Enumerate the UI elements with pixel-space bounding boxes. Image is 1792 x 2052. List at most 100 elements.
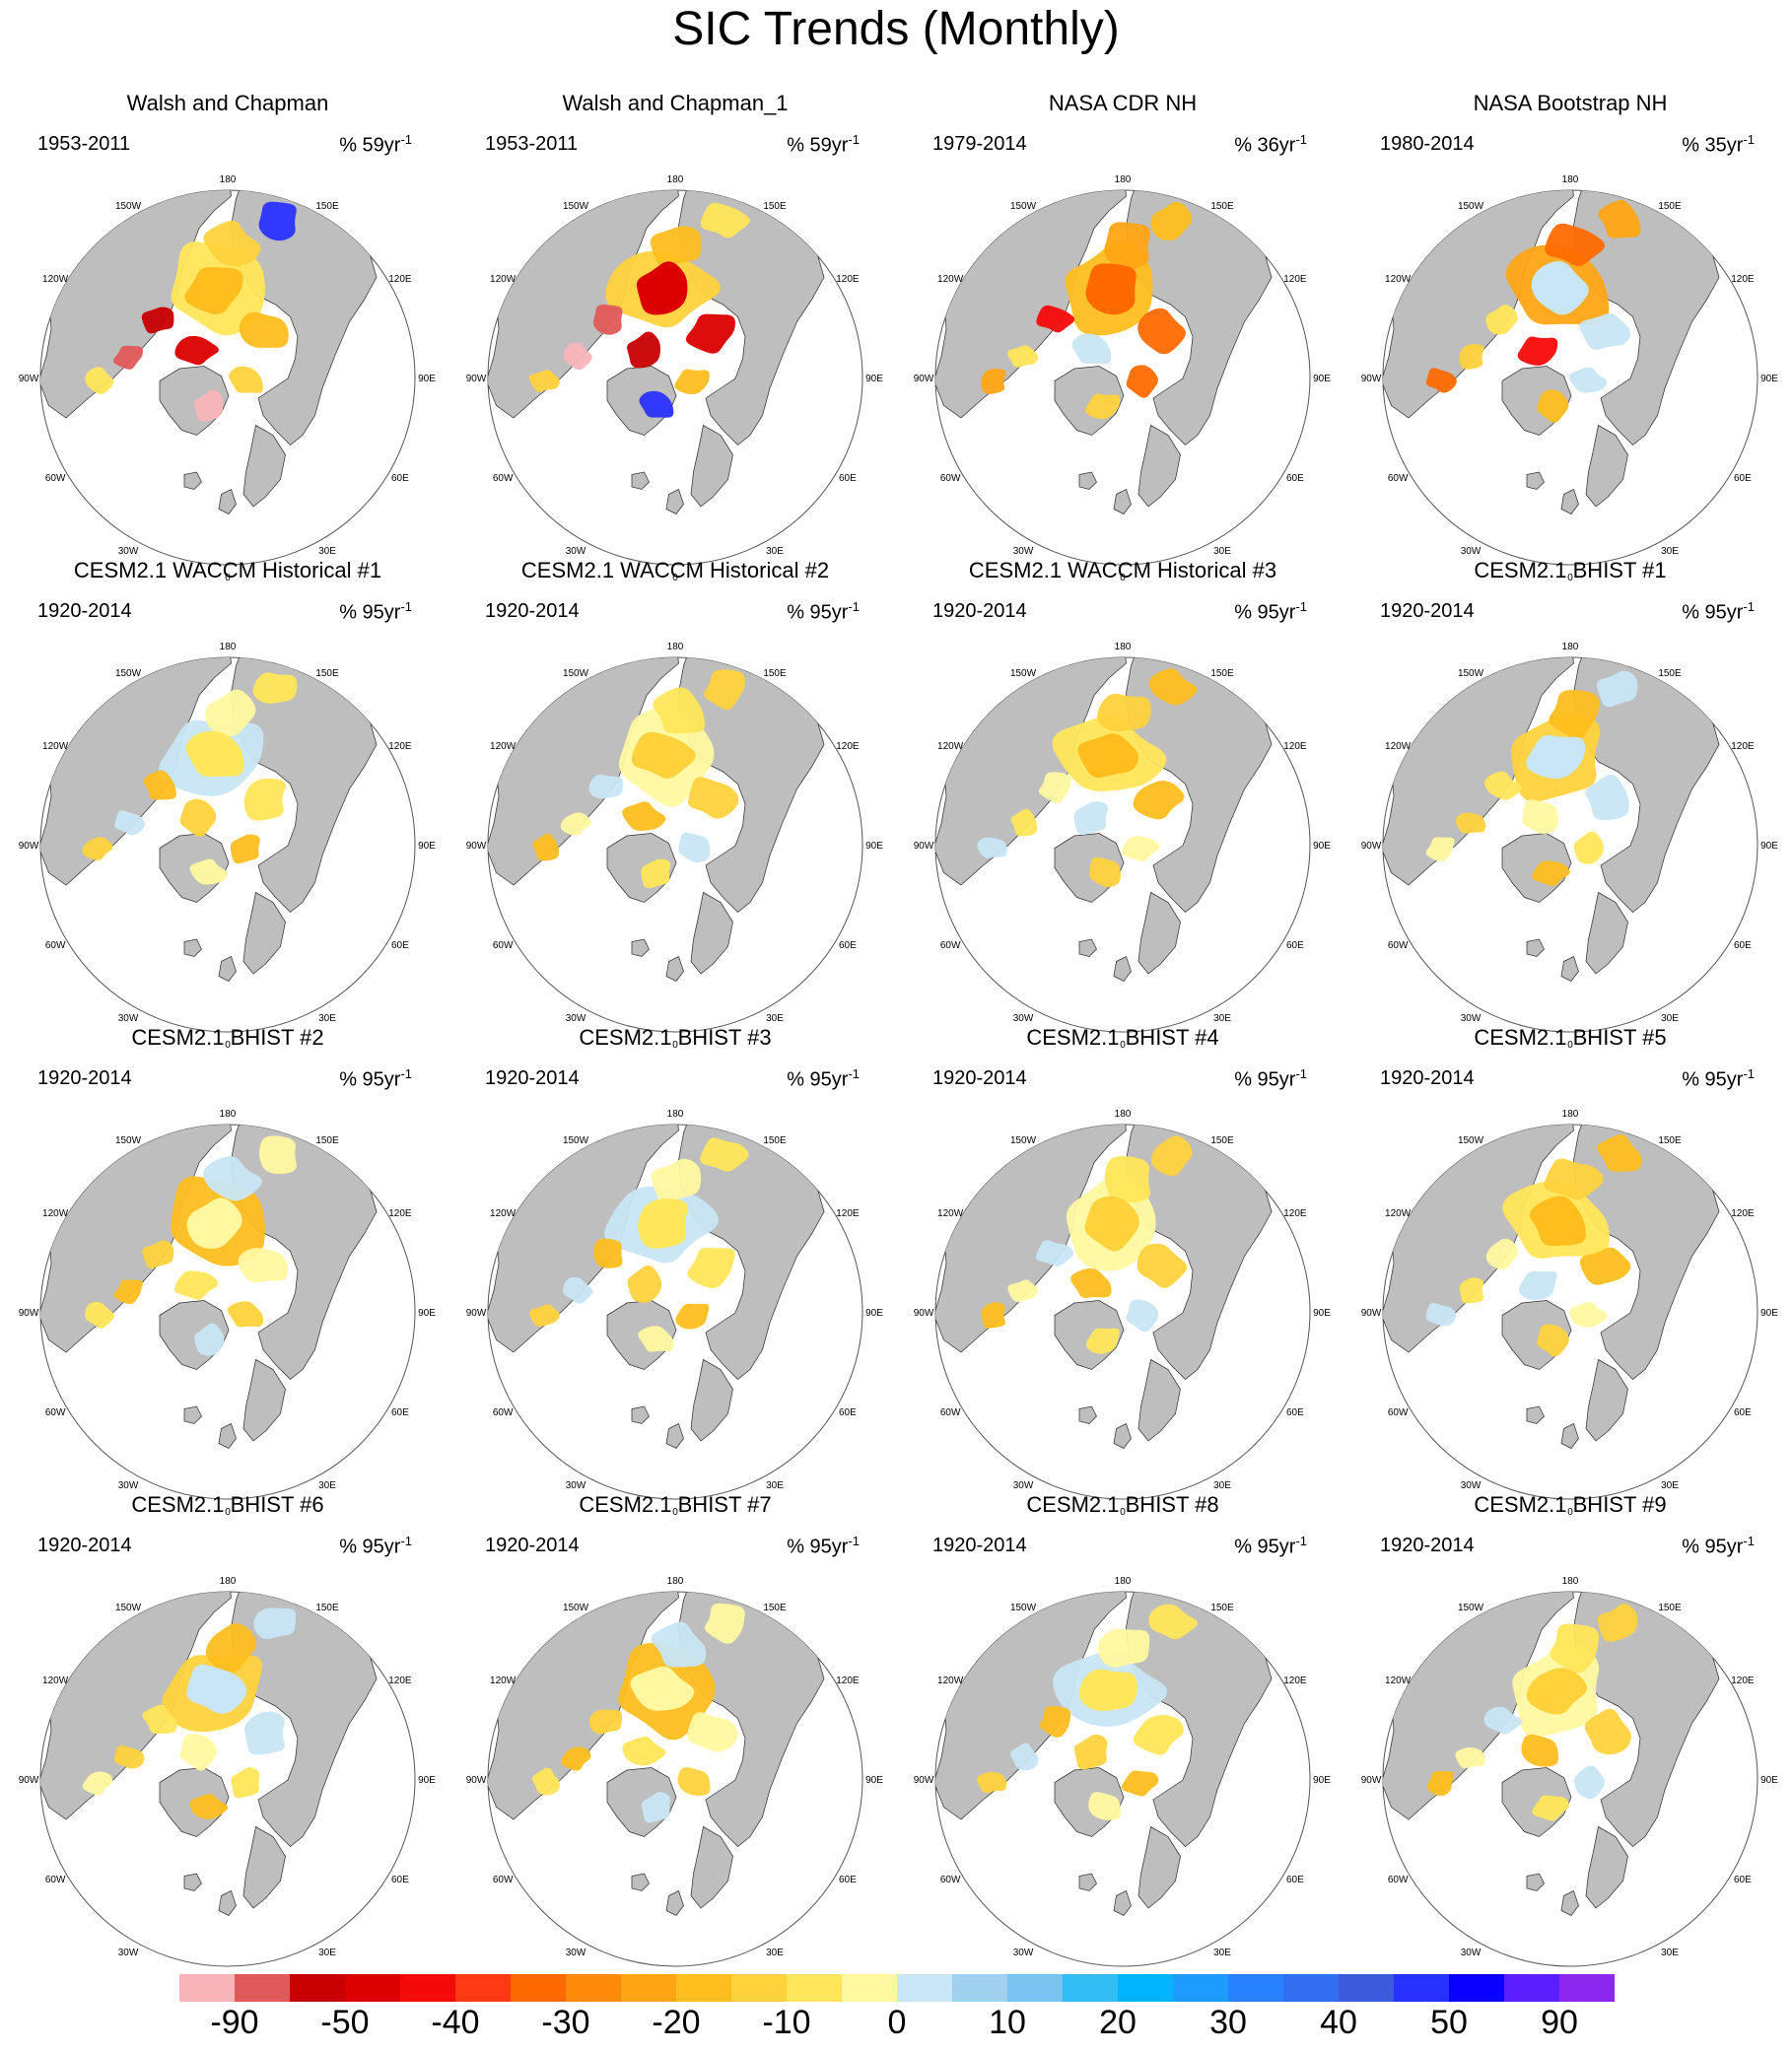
longitude-label: 90E <box>1760 841 1778 852</box>
panel-years: 1920-2014 <box>932 1067 1027 1089</box>
panel-units: % 95yr-1 <box>1682 1530 1755 1559</box>
map-panel: CESM2.1 BHIST #5 180 150E 120E 90E 60E 30E 0 30W… <box>1358 1025 1782 1518</box>
panel-years: 1920-2014 <box>485 1067 580 1089</box>
longitude-label: 150E <box>763 668 787 679</box>
land-mass <box>631 1405 650 1424</box>
sic-trend-region <box>593 1238 623 1268</box>
longitude-label: 150E <box>1210 668 1234 679</box>
longitude-label: 180 <box>1562 1109 1579 1120</box>
sic-trend-region <box>1133 781 1185 820</box>
longitude-label: 30W <box>118 1013 139 1024</box>
land-mass <box>1113 955 1132 982</box>
panel-title: CESM2.1 BHIST #6 <box>131 1492 324 1517</box>
colorbar-swatch <box>1449 1974 1505 2002</box>
sic-trend-region <box>1568 367 1608 393</box>
longitude-label: 60W <box>940 1875 961 1885</box>
sic-trend-region <box>1426 1770 1455 1797</box>
longitude-label: 90E <box>865 374 883 384</box>
sic-trend-region <box>639 390 674 418</box>
panel-units: % 95yr-1 <box>787 1530 860 1559</box>
sic-trend-region <box>1598 200 1641 239</box>
sic-trend-region <box>977 837 1007 858</box>
longitude-label: 120E <box>388 1208 412 1219</box>
sic-trend-region <box>563 342 592 371</box>
sic-trend-region <box>85 367 114 395</box>
sic-trend-region <box>675 1303 710 1330</box>
sic-trend-region <box>592 304 623 335</box>
longitude-label: 30E <box>766 1948 784 1958</box>
sic-trend-region <box>227 1301 264 1328</box>
land-mass <box>1078 471 1097 490</box>
longitude-label: 180 <box>1562 1576 1579 1587</box>
sic-trend-region <box>186 1664 247 1714</box>
longitude-label: 90W <box>914 1775 934 1786</box>
panel-title: CESM2.1 BHIST #5 <box>1474 1025 1667 1050</box>
longitude-label: 60W <box>493 1407 514 1418</box>
sic-trend-region <box>1133 1715 1184 1755</box>
longitude-label: 30W <box>1013 1480 1034 1491</box>
longitude-label: 90E <box>1760 374 1778 384</box>
longitude-label: 120W <box>42 274 69 285</box>
longitude-label: 90W <box>466 1308 487 1319</box>
land-mass <box>242 891 286 975</box>
land-mass <box>1585 891 1628 975</box>
longitude-label: 90W <box>19 1308 39 1319</box>
sic-trend-region <box>1148 668 1198 706</box>
colorbar-swatch <box>787 1974 843 2002</box>
longitude-label: 30W <box>118 546 139 557</box>
sic-trend-region <box>143 770 176 800</box>
colorbar-swatch <box>1173 1974 1229 2002</box>
sic-trend-region <box>528 370 560 392</box>
sic-trend-region <box>84 1301 115 1329</box>
longitude-label: 150W <box>563 201 589 212</box>
longitude-label: 180 <box>220 642 237 652</box>
land-mass <box>665 1889 684 1916</box>
longitude-label: 30E <box>1213 1948 1231 1958</box>
land-mass <box>242 1358 286 1442</box>
longitude-label: 120E <box>388 1676 412 1686</box>
sic-trend-region <box>1425 368 1457 393</box>
longitude-label: 150W <box>563 668 589 679</box>
sic-trend-region <box>1532 860 1570 887</box>
colorbar-swatch <box>1339 1974 1395 2002</box>
land-mass <box>218 1422 237 1449</box>
colorbar-swatch <box>1007 1974 1064 2002</box>
longitude-label: 60W <box>493 473 514 484</box>
sic-trend-region <box>203 1156 263 1201</box>
longitude-label: 60W <box>940 473 961 484</box>
longitude-label: 60W <box>1388 1407 1409 1418</box>
sic-trend-region <box>1521 1734 1559 1767</box>
land-mass <box>1137 1358 1181 1442</box>
panel-years: 1920-2014 <box>1380 1067 1475 1089</box>
sic-trend-region <box>141 307 174 334</box>
sic-trend-region <box>1073 1734 1108 1770</box>
sic-trend-region <box>1425 1302 1457 1327</box>
panel-years: 1920-2014 <box>932 1535 1027 1556</box>
land-mass <box>1526 938 1545 957</box>
longitude-label: 180 <box>1115 1109 1132 1120</box>
panel-units-text: % 95yr <box>1234 1068 1296 1091</box>
longitude-label: 60E <box>839 940 857 951</box>
colorbar-tick-label: -90 <box>210 2004 259 2041</box>
longitude-label: 120W <box>937 741 964 752</box>
panel-years: 1920-2014 <box>1380 1535 1475 1556</box>
longitude-label: 150E <box>315 668 339 679</box>
panel-years: 1953-2011 <box>37 133 131 155</box>
longitude-label: 120E <box>836 1208 860 1219</box>
sic-trend-region <box>1121 836 1160 862</box>
sic-trend-region <box>653 687 706 734</box>
sic-trend-region <box>1537 1324 1569 1357</box>
longitude-label: 60E <box>839 473 857 484</box>
sic-trend-region <box>231 1767 260 1799</box>
land-mass <box>631 938 650 957</box>
panel-units-text: % 59yr <box>339 134 401 157</box>
sic-trend-region <box>205 689 256 737</box>
panel-units-text: % 36yr <box>1234 134 1296 157</box>
sic-trend-region <box>651 1158 702 1203</box>
longitude-label: 0 <box>225 1507 231 1518</box>
longitude-label: 150W <box>115 201 142 212</box>
sic-trend-region <box>1573 1765 1606 1800</box>
